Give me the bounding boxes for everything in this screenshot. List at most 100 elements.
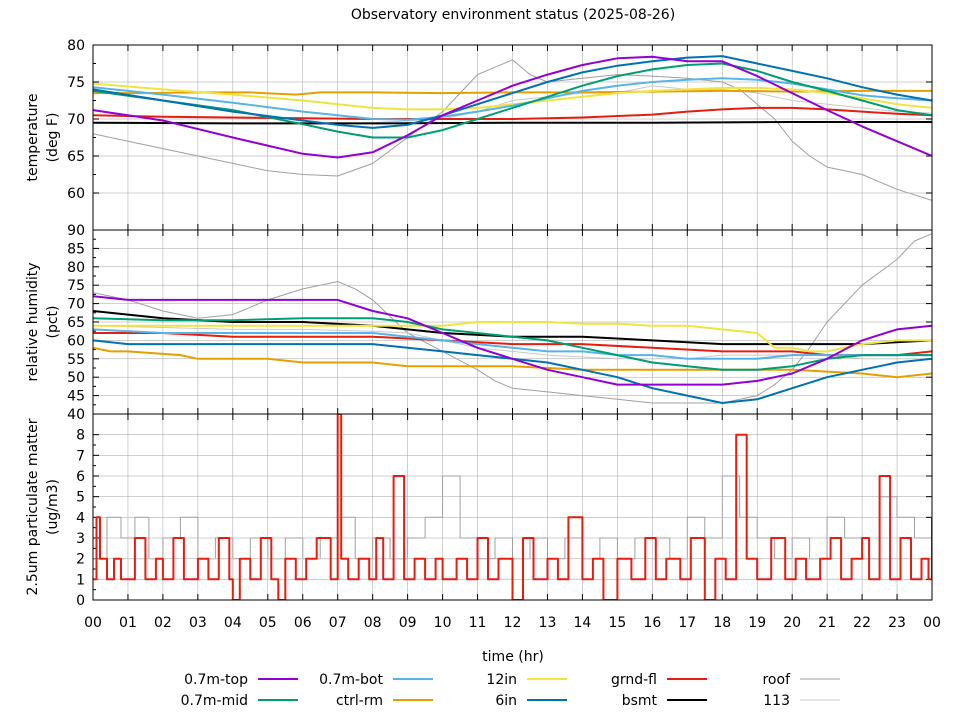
series-line-07m-top bbox=[93, 55, 932, 159]
x-tick-label: 06 bbox=[294, 615, 312, 631]
legend-label: roof bbox=[762, 672, 791, 688]
y-tick-label: 65 bbox=[67, 149, 85, 165]
x-tick-label: 00 bbox=[923, 615, 941, 631]
legend-item-12in: 12in bbox=[486, 672, 567, 688]
series-line-bsmt bbox=[93, 121, 932, 125]
y-tick-label: 70 bbox=[67, 112, 85, 128]
x-tick-label: 02 bbox=[154, 615, 172, 631]
y-axis-label: relative humidity bbox=[25, 262, 41, 381]
series-line-07m-bot bbox=[93, 328, 932, 360]
y-axis-unit: (ug/m3) bbox=[45, 479, 61, 535]
legend-item-grnd-fl: grnd-fl bbox=[611, 672, 707, 688]
series-line-12in bbox=[93, 321, 932, 353]
y-tick-label: 2 bbox=[76, 552, 85, 568]
legend-item-113: 113 bbox=[763, 693, 840, 709]
legend-label: 0.7m-bot bbox=[319, 672, 383, 688]
chart-title: Observatory environment status (2025-08-… bbox=[351, 7, 675, 23]
legend-label: 0.7m-mid bbox=[181, 693, 248, 709]
series-lines bbox=[93, 233, 932, 404]
series-line-6in bbox=[93, 55, 932, 129]
grid: 60 65 70 75 80 bbox=[67, 38, 933, 230]
x-tick-label: 15 bbox=[608, 615, 626, 631]
y-tick-label: 8 bbox=[76, 428, 85, 444]
series-line-07m-top bbox=[93, 295, 932, 386]
y-axis-label: 2.5um particulate matter bbox=[25, 418, 41, 595]
series-line-grnd-fl bbox=[93, 414, 932, 600]
x-tick-label: 21 bbox=[818, 615, 836, 631]
legend-label: 12in bbox=[486, 672, 517, 688]
y-tick-label: 0 bbox=[76, 593, 85, 609]
y-axis-unit: (deg F) bbox=[45, 113, 61, 163]
y-axis-label: temperature bbox=[25, 94, 41, 182]
y-tick-label: 85 bbox=[67, 241, 85, 257]
legend-item-bsmt: bsmt bbox=[622, 693, 707, 709]
legend-item-6in: 6in bbox=[495, 693, 567, 709]
x-tick-label: 10 bbox=[434, 615, 452, 631]
legend-label: ctrl-rm bbox=[336, 693, 383, 709]
x-tick-label: 22 bbox=[853, 615, 871, 631]
x-tick-label: 16 bbox=[643, 615, 661, 631]
y-tick-label: 5 bbox=[76, 490, 85, 506]
legend-label: bsmt bbox=[622, 693, 658, 709]
y-tick-label: 4 bbox=[76, 510, 85, 526]
x-tick-label: 18 bbox=[713, 615, 731, 631]
legend-label: 113 bbox=[763, 693, 790, 709]
legend-label: 0.7m-top bbox=[184, 672, 248, 688]
x-tick-label: 23 bbox=[888, 615, 906, 631]
series-lines bbox=[93, 55, 932, 201]
panel-relative-humidity: 40 45 50 55 60 65 70 75 80 85 90 relative humidity(… bbox=[25, 223, 933, 423]
panel-temperature: 60 65 70 75 80 temperature (deg F) bbox=[25, 38, 933, 231]
x-tick-label: 11 bbox=[469, 615, 487, 631]
x-tick-label: 08 bbox=[364, 615, 382, 631]
x-tick-labels: 00 01 02 03 04 05 06 07 08 09 10 11 12 13 14 15 16 17 18 19… bbox=[84, 615, 941, 631]
y-tick-label: 55 bbox=[67, 352, 85, 368]
y-tick-label: 70 bbox=[67, 297, 85, 313]
y-tick-label: 40 bbox=[67, 407, 85, 423]
y-tick-label: 75 bbox=[67, 278, 85, 294]
x-tick-label: 13 bbox=[539, 615, 557, 631]
y-axis-unit: (pct) bbox=[45, 306, 61, 339]
x-tick-label: 05 bbox=[259, 615, 277, 631]
x-tick-label: 03 bbox=[189, 615, 207, 631]
x-tick-label: 00 bbox=[84, 615, 102, 631]
y-tick-label: 3 bbox=[76, 531, 85, 547]
legend-item-ctrl-rm: ctrl-rm bbox=[336, 693, 433, 709]
y-tick-label: 80 bbox=[67, 38, 85, 54]
x-tick-label: 01 bbox=[119, 615, 137, 631]
series-line-6in bbox=[93, 339, 932, 404]
y-tick-label: 50 bbox=[67, 370, 85, 386]
x-tick-label: 14 bbox=[574, 615, 592, 631]
x-tick-label: 19 bbox=[748, 615, 766, 631]
plot-frame bbox=[92, 413, 933, 601]
series-line-07m-mid bbox=[93, 317, 932, 371]
panel-particulate-matter: 0 1 2 3 4 5 6 7 8 2.5um particulate matter (ug/m3) bbox=[25, 413, 933, 609]
x-tick-label: 09 bbox=[399, 615, 417, 631]
legend-item-07m-top: 0.7m-top bbox=[184, 672, 298, 688]
x-tick-label: 12 bbox=[504, 615, 522, 631]
x-tick-label: 04 bbox=[224, 615, 242, 631]
series-line-07m-mid bbox=[93, 62, 932, 139]
y-tick-label: 60 bbox=[67, 186, 85, 202]
y-tick-label: 45 bbox=[67, 389, 85, 405]
chart-legend: 0.7m-top 0.7m-bot 12in grnd-fl roof 0.7m-mid c… bbox=[181, 672, 840, 709]
legend-item-07m-bot: 0.7m-bot bbox=[319, 672, 433, 688]
y-tick-label: 90 bbox=[67, 223, 85, 239]
series-line-12in bbox=[93, 82, 932, 111]
series-lines bbox=[93, 414, 932, 600]
y-tick-label: 65 bbox=[67, 315, 85, 331]
x-tick-label: 07 bbox=[329, 615, 347, 631]
legend-label: grnd-fl bbox=[611, 672, 657, 688]
y-tick-label: 6 bbox=[76, 469, 85, 485]
x-axis-label: time (hr) bbox=[482, 649, 544, 665]
y-tick-label: 60 bbox=[67, 333, 85, 349]
legend-label: 6in bbox=[495, 693, 517, 709]
y-tick-label: 7 bbox=[76, 448, 85, 464]
legend-item-roof: roof bbox=[762, 672, 840, 688]
x-tick-label: 17 bbox=[678, 615, 696, 631]
y-tick-label: 1 bbox=[76, 572, 85, 588]
legend-item-07m-mid: 0.7m-mid bbox=[181, 693, 298, 709]
y-tick-label: 80 bbox=[67, 260, 85, 276]
y-tick-label: 75 bbox=[67, 75, 85, 91]
